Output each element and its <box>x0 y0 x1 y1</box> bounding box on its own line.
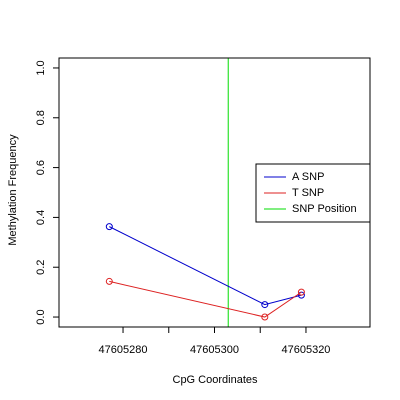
series-point-1 <box>261 301 269 309</box>
y-tick-label: 0.4 <box>35 210 47 225</box>
y-tick-label: 0.8 <box>35 110 47 125</box>
x-tick-label: 47605320 <box>281 344 330 356</box>
y-axis-title: Methylation Frequency <box>7 134 19 246</box>
legend-label: A SNP <box>292 171 324 183</box>
y-tick-label: 0.6 <box>35 160 47 175</box>
y-tick-label: 0.2 <box>35 260 47 275</box>
legend-label: T SNP <box>292 187 324 199</box>
series-point-2 <box>105 277 113 285</box>
series-line-2 <box>109 280 302 318</box>
series-point-2 <box>261 313 269 321</box>
series-point-1 <box>105 223 113 231</box>
series-point-1 <box>297 291 305 299</box>
x-tick-label: 47605300 <box>190 344 239 356</box>
x-axis-title: CpG Coordinates <box>173 374 258 386</box>
series-line-1 <box>109 226 302 306</box>
y-tick-label: 1.0 <box>35 60 47 75</box>
x-tick-label: 47605280 <box>99 344 148 356</box>
axes: 47605280 47605300 47605320 0.0 0.2 0.4 0.6 0.8 1… <box>35 57 371 356</box>
legend: A SNP T SNP SNP Position <box>255 163 371 223</box>
y-tick-label: 0.0 <box>35 309 47 324</box>
legend-label: SNP Position <box>292 203 357 215</box>
series-point-2 <box>297 288 305 296</box>
plot-area <box>105 58 305 327</box>
